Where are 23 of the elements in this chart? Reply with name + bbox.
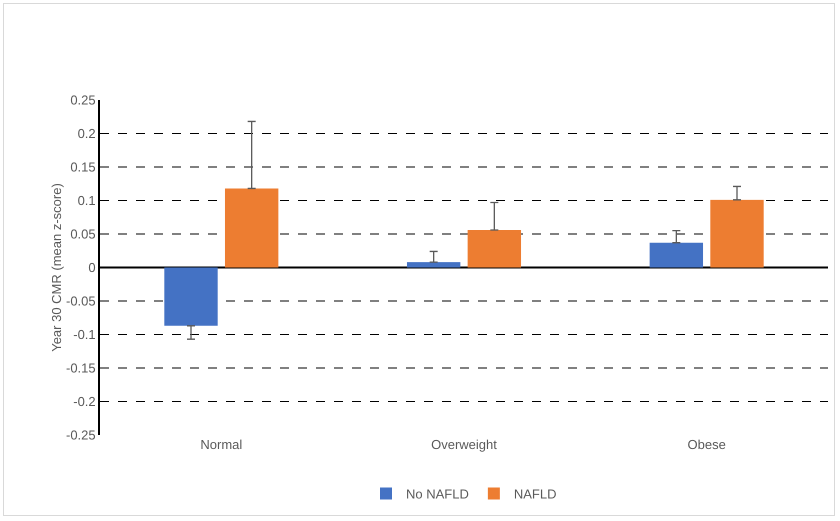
y-tick-label: 0.25 — [70, 92, 96, 108]
y-tick-label: -0.05 — [66, 294, 96, 309]
y-tick-label: 0.1 — [78, 193, 96, 208]
y-tick-label: 0.05 — [70, 226, 96, 242]
bar — [710, 200, 764, 268]
x-tick-label: Overweight — [431, 437, 498, 452]
bar — [164, 268, 218, 326]
x-tick-label: Normal — [200, 437, 242, 452]
y-tick-label: 0 — [88, 260, 96, 276]
bar — [650, 242, 704, 268]
bar — [468, 230, 522, 268]
legend-label: NAFLD — [514, 486, 556, 502]
x-tick-label: Obese — [688, 437, 726, 452]
y-tick-label: -0.25 — [66, 428, 96, 443]
y-axis-title: Year 30 CMR (mean z-score) — [49, 183, 64, 352]
y-tick-label: -0.15 — [66, 360, 96, 376]
bar — [224, 188, 278, 268]
y-tick-label: -0.1 — [73, 327, 96, 342]
y-tick-label: 0.15 — [70, 160, 96, 175]
legend-label: No NAFLD — [406, 486, 469, 502]
y-tick-label: -0.2 — [73, 394, 96, 410]
y-tick-label: 0.2 — [78, 126, 96, 142]
bar — [406, 262, 460, 268]
